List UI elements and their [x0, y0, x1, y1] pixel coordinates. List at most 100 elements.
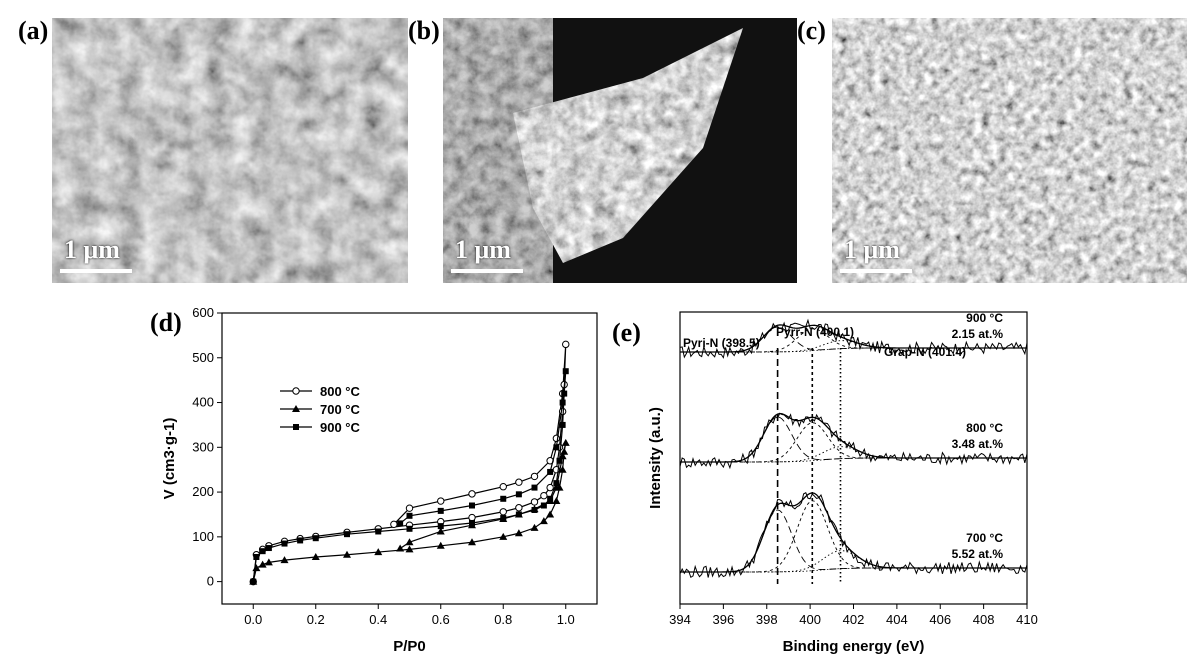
data-point [531, 506, 538, 513]
y-tick-label-d: 300 [192, 439, 214, 454]
data-point [553, 480, 560, 487]
data-point [530, 472, 539, 481]
y-tick-label-d: 100 [192, 529, 214, 544]
x-tick-label-d: 0.4 [369, 612, 387, 627]
y-tick-label-d: 500 [192, 350, 214, 365]
legend-marker [292, 387, 300, 395]
data-point [258, 560, 267, 568]
data-point [468, 538, 476, 546]
data-point [547, 468, 554, 475]
y-tick-label-d: 0 [207, 574, 214, 589]
data-point [396, 544, 405, 552]
scale-label-a: 1 μm [64, 235, 120, 264]
data-point [469, 502, 475, 509]
data-point [297, 537, 304, 544]
sem-texture-b [443, 18, 797, 283]
data-point [499, 483, 507, 491]
data-point [530, 498, 539, 506]
data-point [556, 457, 563, 464]
series-square: 900 °C [250, 368, 569, 585]
legend-label: 900 °C [320, 420, 361, 435]
data-point [265, 545, 272, 552]
data-point [280, 556, 289, 564]
data-point [539, 517, 548, 525]
data-point [343, 550, 351, 558]
data-point [405, 538, 414, 546]
panel-label-c: (c) [797, 16, 826, 45]
x-axis-title-d: P/P0 [393, 638, 426, 655]
data-point [500, 515, 507, 522]
data-point [559, 399, 566, 406]
data-point [562, 368, 569, 375]
panel-label-d: (d) [150, 308, 182, 337]
sem-image-b: 1 μm [443, 18, 797, 283]
data-point [515, 491, 522, 498]
data-point [436, 527, 445, 535]
data-point [499, 532, 508, 540]
scale-line-a [60, 269, 132, 273]
scale-label-c: 1 μm [844, 235, 900, 264]
data-point [437, 523, 444, 530]
legend-marker [293, 424, 299, 430]
data-point [311, 552, 320, 560]
data-point [562, 340, 570, 349]
data-point [515, 478, 523, 486]
data-point [561, 438, 570, 446]
y-tick-label-d: 400 [192, 395, 214, 410]
data-point [468, 513, 476, 522]
legend-marker [292, 405, 300, 412]
data-point [515, 504, 523, 512]
data-point [530, 523, 539, 531]
x-tick-label-d: 0.6 [432, 612, 450, 627]
data-point [540, 502, 547, 509]
data-point [264, 558, 273, 566]
y-tick-label-d: 600 [192, 305, 214, 320]
data-point [515, 511, 522, 518]
data-point [547, 495, 554, 502]
data-point [546, 510, 555, 518]
legend-label: 700 °C [320, 402, 361, 417]
data-point [252, 564, 261, 572]
data-point [558, 452, 567, 460]
y-tick-label-d: 200 [192, 484, 214, 499]
panel-label-a: (a) [18, 16, 49, 45]
data-point [281, 540, 288, 547]
data-point [552, 434, 561, 443]
data-point [406, 512, 413, 519]
data-point [312, 535, 319, 542]
data-point [250, 578, 257, 585]
scale-label-b: 1 μm [455, 235, 511, 264]
data-point [558, 465, 567, 473]
data-point [390, 520, 398, 529]
x-tick-label-d: 0.8 [494, 612, 512, 627]
x-tick-label-d: 0.2 [307, 612, 325, 627]
data-point [468, 490, 476, 498]
data-point [559, 421, 566, 428]
x-tick-label-d: 0.0 [244, 612, 262, 627]
data-point [344, 531, 350, 538]
sem-image-c: 1 μm [832, 18, 1187, 283]
data-point [540, 491, 548, 500]
plot-frame-d [221, 312, 598, 605]
data-point [546, 483, 554, 492]
data-point [499, 508, 507, 516]
data-point [553, 444, 560, 451]
data-point [405, 545, 414, 553]
panel-label-e: (e) [612, 318, 641, 347]
sem-texture-c [832, 18, 1187, 283]
x-tick-label-d: 1.0 [557, 612, 575, 627]
data-point [375, 528, 382, 535]
data-point [374, 548, 383, 556]
data-point [469, 519, 475, 526]
data-point [437, 507, 444, 514]
legend-label: 800 °C [320, 384, 361, 399]
scale-line-c [840, 269, 912, 273]
sem-image-a: 1 μm [52, 18, 408, 283]
data-point [259, 548, 266, 555]
data-point [406, 525, 413, 532]
scale-line-b [451, 269, 523, 273]
data-point [405, 504, 414, 512]
data-point [552, 497, 561, 505]
data-point [531, 484, 538, 491]
